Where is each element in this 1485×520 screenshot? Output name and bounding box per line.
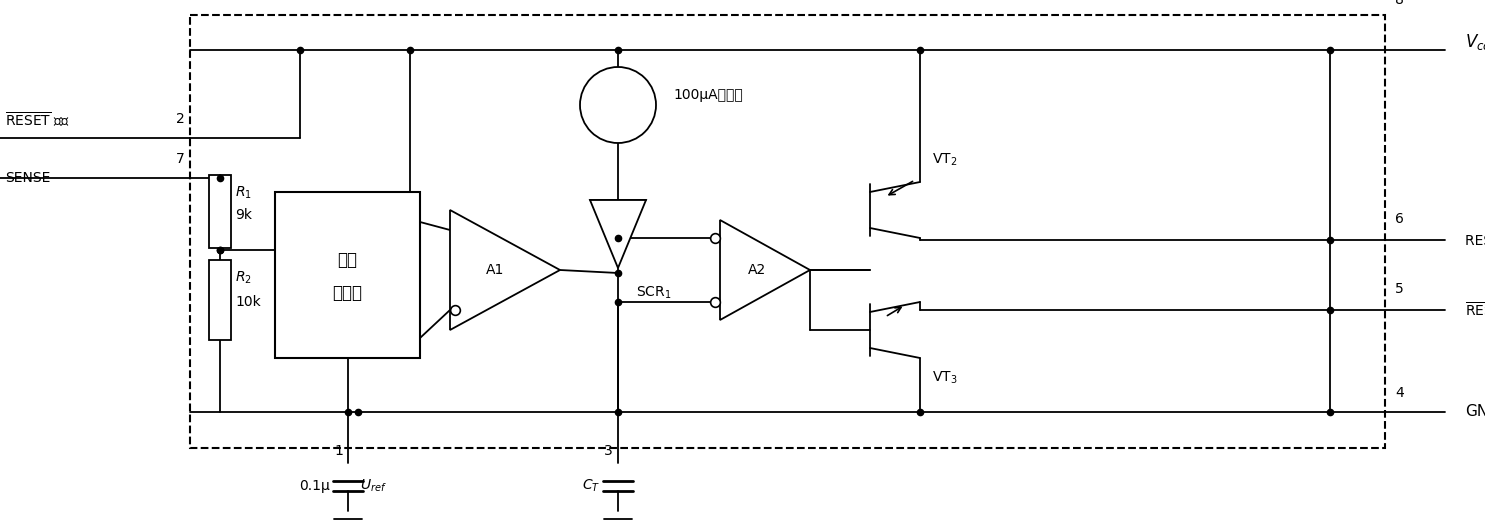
Polygon shape [590, 200, 646, 268]
Text: 8: 8 [1394, 0, 1403, 7]
Text: $R_1$: $R_1$ [235, 185, 252, 201]
Text: SCR$_1$: SCR$_1$ [636, 285, 671, 301]
Text: 1: 1 [334, 444, 343, 458]
Text: 产生器: 产生器 [333, 284, 362, 302]
Text: $\overline{\rm RESET}$ 输入: $\overline{\rm RESET}$ 输入 [4, 111, 70, 129]
Text: 0.1μ: 0.1μ [300, 479, 330, 493]
Bar [275, 192, 420, 358]
Text: $C_T$: $C_T$ [582, 478, 600, 494]
Text: GND: GND [1466, 405, 1485, 420]
Circle shape [581, 67, 656, 143]
Text: $R_2$: $R_2$ [235, 270, 252, 286]
Text: 10k: 10k [235, 295, 261, 309]
Text: VT$_3$: VT$_3$ [933, 370, 958, 386]
Bar [209, 260, 232, 340]
Text: 基准: 基准 [337, 251, 358, 269]
Bar [209, 175, 232, 248]
Bar [190, 15, 1386, 448]
Text: 6: 6 [1394, 212, 1403, 226]
Text: RESET 输出: RESET 输出 [1466, 233, 1485, 247]
Text: $U_{ref}$: $U_{ref}$ [359, 478, 386, 494]
Text: VT$_2$: VT$_2$ [933, 152, 958, 168]
Text: $V_{cc}$: $V_{cc}$ [1466, 32, 1485, 52]
Polygon shape [720, 220, 809, 320]
Text: 4: 4 [1394, 386, 1403, 400]
Text: A2: A2 [748, 263, 766, 277]
Text: 100μA恒流源: 100μA恒流源 [673, 88, 742, 102]
Text: 3: 3 [604, 444, 613, 458]
Text: 7: 7 [177, 152, 186, 166]
Text: A1: A1 [486, 263, 505, 277]
Text: SENSE: SENSE [4, 171, 50, 185]
Text: 9k: 9k [235, 208, 252, 222]
Text: $\overline{\rm RESET}$ 输出: $\overline{\rm RESET}$ 输出 [1466, 301, 1485, 319]
Text: 2: 2 [177, 112, 186, 126]
Text: 5: 5 [1394, 282, 1403, 296]
Polygon shape [450, 210, 560, 330]
